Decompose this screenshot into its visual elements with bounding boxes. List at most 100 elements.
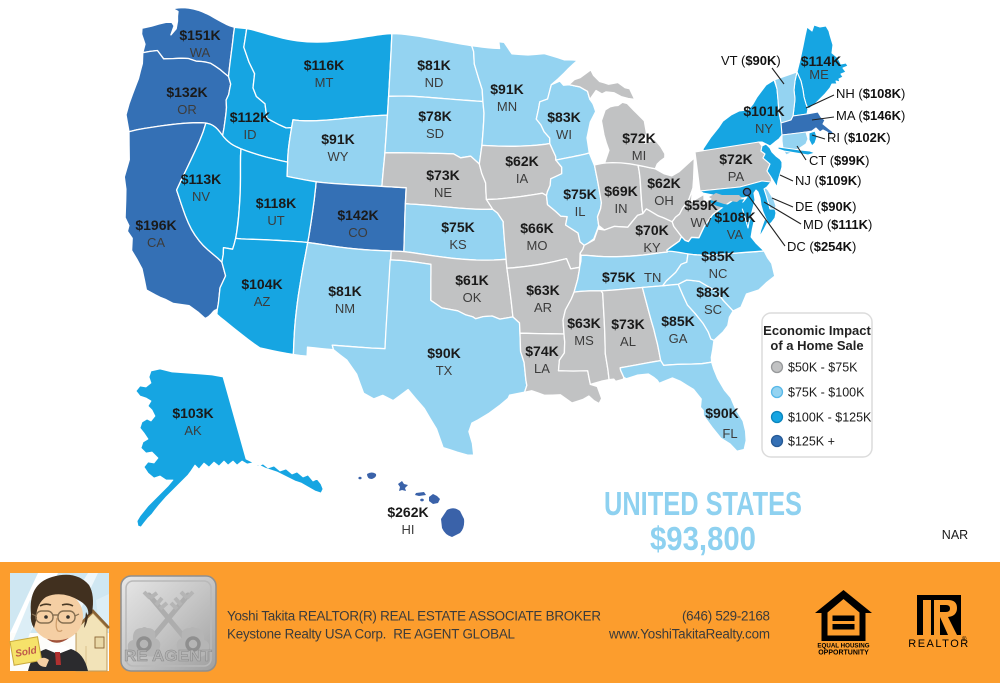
svg-text:NE: NE — [434, 185, 452, 200]
svg-text:$74K: $74K — [525, 343, 558, 359]
svg-text:$62K: $62K — [505, 153, 538, 169]
svg-text:KS: KS — [449, 237, 467, 252]
svg-text:IA: IA — [516, 171, 529, 186]
svg-text:VT ($90K): VT ($90K) — [721, 53, 781, 68]
svg-text:CT ($99K): CT ($99K) — [809, 153, 869, 168]
svg-text:$83K: $83K — [696, 284, 729, 300]
svg-text:$100K - $125K: $100K - $125K — [788, 411, 872, 425]
svg-text:NM: NM — [335, 301, 355, 316]
svg-text:$125K +: $125K + — [788, 435, 835, 449]
svg-text:Sold: Sold — [14, 645, 38, 660]
svg-text:$59K: $59K — [684, 197, 717, 213]
svg-text:$83K: $83K — [547, 109, 580, 125]
svg-text:HI: HI — [402, 522, 415, 537]
svg-text:AL: AL — [620, 334, 636, 349]
svg-text:$66K: $66K — [520, 220, 553, 236]
svg-text:MS: MS — [574, 333, 594, 348]
svg-text:$116K: $116K — [304, 57, 344, 73]
svg-text:MD ($111K): MD ($111K) — [803, 217, 872, 232]
svg-text:AR: AR — [534, 300, 552, 315]
svg-text:RI ($102K): RI ($102K) — [827, 130, 891, 145]
svg-text:NV: NV — [192, 189, 210, 204]
svg-text:$63K: $63K — [526, 282, 559, 298]
svg-text:$63K: $63K — [567, 315, 600, 331]
svg-text:$75K: $75K — [602, 269, 635, 285]
svg-text:$73K: $73K — [426, 167, 459, 183]
svg-text:WV: WV — [691, 215, 712, 230]
svg-text:EQUAL HOUSING: EQUAL HOUSING — [817, 643, 869, 650]
svg-text:WY: WY — [328, 149, 349, 164]
svg-text:$93,800: $93,800 — [650, 520, 756, 557]
svg-text:$90K: $90K — [427, 345, 460, 361]
svg-text:ME: ME — [809, 67, 829, 82]
svg-text:$142K: $142K — [337, 207, 378, 223]
svg-text:$112K: $112K — [230, 109, 270, 125]
svg-text:$132K: $132K — [166, 84, 207, 100]
svg-text:GA: GA — [669, 331, 688, 346]
svg-text:VA: VA — [727, 227, 744, 242]
svg-text:®: ® — [962, 636, 967, 643]
svg-text:$62K: $62K — [647, 175, 680, 191]
svg-text:$50K - $75K: $50K - $75K — [788, 361, 858, 375]
svg-text:UT: UT — [267, 213, 284, 228]
svg-text:of a Home Sale: of a Home Sale — [770, 338, 863, 353]
svg-text:UNITED STATES: UNITED STATES — [604, 485, 802, 522]
svg-text:MI: MI — [632, 148, 646, 163]
svg-text:$151K: $151K — [179, 27, 220, 43]
svg-text:$81K: $81K — [417, 57, 450, 73]
svg-text:OK: OK — [463, 290, 482, 305]
svg-text:www.YoshiTakitaRealty.com: www.YoshiTakitaRealty.com — [608, 627, 770, 642]
svg-text:RE AGENT: RE AGENT — [124, 648, 212, 665]
svg-text:DE ($90K): DE ($90K) — [795, 199, 856, 214]
svg-text:CA: CA — [147, 235, 165, 250]
svg-text:OH: OH — [654, 193, 674, 208]
svg-text:REALTOR: REALTOR — [908, 638, 969, 650]
svg-text:TX: TX — [436, 363, 453, 378]
svg-text:$78K: $78K — [418, 108, 451, 124]
svg-text:LA: LA — [534, 361, 550, 376]
svg-text:$101K: $101K — [743, 103, 784, 119]
svg-text:Yoshi Takita REALTOR(R) REAL E: Yoshi Takita REALTOR(R) REAL ESTATE ASSO… — [227, 609, 601, 624]
svg-text:$72K: $72K — [622, 130, 655, 146]
svg-text:$75K: $75K — [441, 219, 474, 235]
svg-text:$69K: $69K — [604, 183, 637, 199]
svg-text:(646) 529-2168: (646) 529-2168 — [682, 609, 770, 624]
svg-text:MT: MT — [315, 75, 334, 90]
svg-text:$75K - $100K: $75K - $100K — [788, 386, 865, 400]
svg-text:IL: IL — [575, 204, 586, 219]
svg-text:CO: CO — [348, 225, 368, 240]
svg-text:NAR: NAR — [942, 528, 968, 542]
svg-text:OPPORTUNITY: OPPORTUNITY — [818, 650, 869, 657]
svg-text:NC: NC — [709, 266, 728, 281]
svg-text:MO: MO — [527, 238, 548, 253]
svg-text:$81K: $81K — [328, 283, 361, 299]
svg-text:OR: OR — [177, 102, 197, 117]
svg-text:PA: PA — [728, 169, 745, 184]
svg-text:$91K: $91K — [490, 81, 523, 97]
svg-text:WI: WI — [556, 127, 572, 142]
svg-text:$90K: $90K — [705, 405, 738, 421]
svg-text:TN: TN — [644, 270, 661, 285]
svg-text:$85K: $85K — [701, 248, 734, 264]
svg-text:$118K: $118K — [256, 195, 296, 211]
svg-text:$103K: $103K — [172, 405, 213, 421]
svg-text:MA ($146K): MA ($146K) — [836, 108, 905, 123]
svg-text:FL: FL — [722, 426, 737, 441]
svg-text:$91K: $91K — [321, 131, 354, 147]
svg-text:$114K: $114K — [801, 53, 841, 69]
svg-text:MN: MN — [497, 99, 517, 114]
svg-text:ND: ND — [425, 75, 444, 90]
svg-text:$113K: $113K — [181, 171, 221, 187]
svg-text:WA: WA — [190, 45, 211, 60]
svg-text:NH ($108K): NH ($108K) — [836, 86, 905, 101]
svg-text:DC ($254K): DC ($254K) — [787, 239, 856, 254]
svg-text:$72K: $72K — [719, 151, 752, 167]
svg-text:NJ ($109K): NJ ($109K) — [795, 173, 862, 188]
svg-text:$196K: $196K — [135, 217, 176, 233]
svg-text:$85K: $85K — [661, 313, 694, 329]
svg-text:$262K: $262K — [387, 504, 428, 520]
svg-text:KY: KY — [643, 240, 661, 255]
svg-text:$108K: $108K — [714, 209, 755, 225]
svg-text:Keystone Realty USA Corp. RE: Keystone Realty USA Corp. RE AGENT GLOBA… — [227, 627, 515, 642]
svg-text:NY: NY — [755, 121, 773, 136]
